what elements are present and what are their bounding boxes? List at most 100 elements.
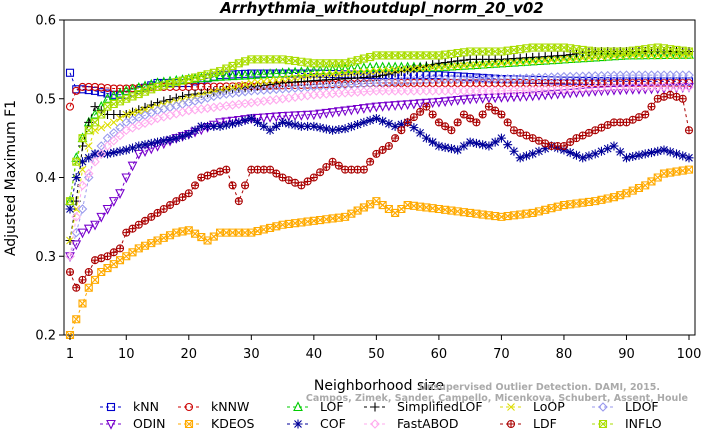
legend-label: kNN <box>133 399 159 414</box>
data-point <box>327 108 338 118</box>
data-point <box>265 125 275 135</box>
data-point <box>377 86 388 96</box>
data-point <box>159 96 169 106</box>
data-point <box>434 141 444 151</box>
data-point <box>278 117 288 127</box>
data-point <box>115 87 125 98</box>
data-point <box>553 78 562 88</box>
data-point <box>103 83 112 93</box>
data-point <box>258 68 269 79</box>
legend-item-ldof: LDOF <box>592 399 659 414</box>
data-point <box>78 82 87 91</box>
data-point <box>334 69 343 78</box>
legend-marker <box>370 419 380 429</box>
data-point <box>671 83 682 94</box>
data-point <box>503 59 512 67</box>
data-point <box>90 220 100 231</box>
data-point <box>240 115 250 125</box>
data-point <box>560 55 568 64</box>
y-tick-label: 0.5 <box>35 92 56 107</box>
data-point <box>634 150 644 160</box>
data-point <box>159 204 168 214</box>
data-point <box>528 57 537 66</box>
data-point <box>447 126 456 135</box>
data-point <box>341 69 349 78</box>
data-point <box>215 121 225 131</box>
data-point <box>115 244 125 253</box>
data-point <box>103 149 113 159</box>
legend-marker <box>507 403 515 411</box>
data-point <box>296 111 307 121</box>
data-point <box>371 113 381 123</box>
data-point <box>466 61 475 70</box>
data-point <box>328 125 338 135</box>
data-point <box>590 86 601 97</box>
data-point <box>391 134 400 143</box>
data-point <box>478 140 488 150</box>
data-point <box>328 157 337 166</box>
data-point <box>191 181 200 190</box>
data-point <box>103 252 112 261</box>
x-tick-label: 50 <box>368 347 385 362</box>
data-point <box>578 54 587 63</box>
data-point <box>265 68 275 78</box>
data-point <box>133 149 144 160</box>
data-point <box>353 119 363 129</box>
data-point <box>353 68 362 77</box>
data-point <box>677 70 688 80</box>
data-point <box>321 108 332 119</box>
data-point <box>491 106 500 115</box>
data-point <box>165 134 175 144</box>
data-point <box>246 113 256 123</box>
data-point <box>222 165 231 174</box>
data-point <box>641 110 650 119</box>
data-point <box>396 86 407 96</box>
data-point <box>322 70 331 79</box>
data-point <box>122 84 131 93</box>
data-point <box>559 53 569 64</box>
legend-item-loop: LoOP <box>500 399 565 414</box>
legend-label: COF <box>320 416 346 431</box>
data-point <box>403 65 413 75</box>
data-point <box>278 75 287 83</box>
data-point <box>453 62 462 70</box>
data-point <box>459 86 469 96</box>
data-point <box>421 86 432 96</box>
data-point <box>653 51 662 60</box>
data-point <box>640 70 651 80</box>
data-point <box>534 75 543 85</box>
data-point <box>359 165 368 174</box>
credit-line-1: Unsupervised Outlier Detection. DAMI, 20… <box>419 382 660 393</box>
data-point <box>147 212 156 221</box>
data-point <box>546 90 557 100</box>
legend-item-knn: kNN <box>100 399 159 414</box>
legend-item-simplifiedlof: SimplifiedLOF <box>364 399 483 414</box>
data-point <box>77 204 88 214</box>
data-point <box>490 137 500 147</box>
series-inflo <box>65 43 694 206</box>
data-point <box>115 130 125 141</box>
credit-line-2: Campos, Zimek, Sander, Campello, Micenko… <box>306 393 688 404</box>
legend-label: ODIN <box>133 416 166 431</box>
data-point <box>440 142 450 152</box>
data-point <box>408 99 419 110</box>
legend-marker <box>598 419 608 429</box>
data-point <box>566 138 575 147</box>
data-point <box>471 138 481 148</box>
data-point <box>603 144 613 154</box>
series-line <box>69 117 690 210</box>
legend: kNN kNNW LOF SimplifiedLOF LoOP LDOF ODIN KDEOS… <box>100 399 662 431</box>
legend-label: LDOF <box>625 399 659 414</box>
data-point <box>659 82 669 92</box>
data-point <box>409 113 418 122</box>
data-point <box>190 125 200 135</box>
data-point <box>309 173 318 182</box>
data-point <box>358 104 369 114</box>
data-point <box>452 95 463 106</box>
y-axis-title: Adjusted Maximum F1 <box>3 100 19 256</box>
data-point <box>297 181 306 190</box>
data-point <box>540 54 551 65</box>
data-point <box>546 54 557 65</box>
data-point <box>240 115 250 125</box>
data-point <box>109 148 119 158</box>
